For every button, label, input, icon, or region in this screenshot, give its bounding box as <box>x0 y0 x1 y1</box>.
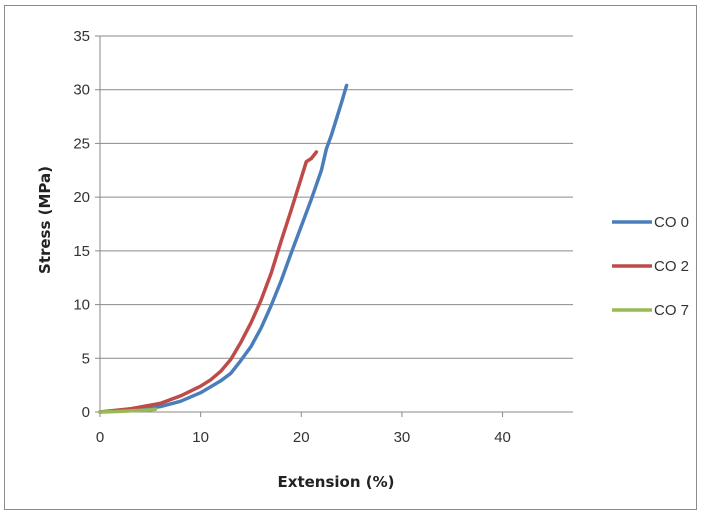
y-tick-label: 30 <box>73 82 90 99</box>
legend-label: CO 0 <box>654 214 689 231</box>
x-tick-labels: 0 10 20 30 40 <box>96 429 511 446</box>
y-tick-labels: 0 5 10 15 20 25 30 35 <box>73 28 90 421</box>
legend-label: CO 2 <box>654 258 689 275</box>
series-line-co-7 <box>98 407 158 414</box>
legend-label: CO 7 <box>654 302 689 319</box>
y-tick-label: 0 <box>82 404 90 421</box>
y-axis-title: Stress (MPa) <box>36 166 54 274</box>
y-tick-label: 35 <box>73 28 90 45</box>
chart-frame <box>4 5 697 510</box>
x-tick-label: 30 <box>394 429 411 446</box>
y-tick-label: 20 <box>73 189 90 206</box>
x-tick-label: 10 <box>192 429 209 446</box>
gridlines <box>100 35 573 359</box>
y-tick-label: 25 <box>73 135 90 152</box>
series-lines <box>98 83 349 414</box>
y-tick-label: 10 <box>73 297 90 314</box>
series-line-co-2 <box>98 150 319 414</box>
y-tick-label: 5 <box>82 350 90 367</box>
x-axis-title: Extension (%) <box>278 473 395 491</box>
series-line-co-0 <box>98 83 349 414</box>
legend: CO 0 CO 2 CO 7 <box>612 214 689 319</box>
y-tick-label: 15 <box>73 243 90 260</box>
axes <box>95 35 573 417</box>
x-tick-label: 40 <box>494 429 511 446</box>
x-tick-label: 0 <box>96 429 104 446</box>
x-tick-label: 20 <box>293 429 310 446</box>
